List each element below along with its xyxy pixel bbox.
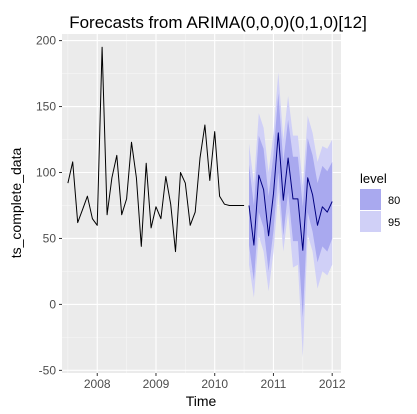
x-tick-label: 2012 bbox=[319, 377, 346, 391]
prediction-intervals bbox=[249, 72, 333, 358]
x-tick-label: 2010 bbox=[201, 377, 228, 391]
x-axis-title: Time bbox=[186, 393, 217, 409]
major-gridlines bbox=[62, 34, 341, 373]
x-axis: 2008 2009 2010 2011 2012 bbox=[84, 373, 346, 391]
x-tick-label: 2011 bbox=[261, 377, 287, 391]
x-tick-label: 2008 bbox=[84, 377, 111, 391]
legend-label-95: 95 bbox=[388, 217, 400, 229]
y-tick-label: -50 bbox=[39, 363, 57, 377]
series-lines bbox=[67, 46, 333, 253]
legend: level 80 95 bbox=[360, 171, 400, 232]
forecast-series-line bbox=[248, 132, 333, 251]
legend-key-95 bbox=[360, 211, 381, 232]
legend-key-80 bbox=[360, 189, 381, 210]
y-tick-label: 50 bbox=[43, 231, 57, 245]
observed-series-line bbox=[67, 46, 245, 253]
chart-title: Forecasts from ARIMA(0,0,0)(0,1,0)[12] bbox=[69, 13, 367, 32]
y-axis-title: ts_complete_data bbox=[8, 148, 24, 259]
legend-items: 80 95 bbox=[360, 189, 400, 232]
y-axis: -50 0 50 100 150 200 bbox=[36, 34, 62, 377]
y-tick-label: 150 bbox=[36, 100, 56, 114]
y-tick-label: 200 bbox=[36, 34, 56, 48]
x-tick-label: 2009 bbox=[143, 377, 170, 391]
legend-title: level bbox=[360, 171, 387, 186]
legend-label-80: 80 bbox=[388, 195, 400, 207]
y-tick-label: 0 bbox=[49, 297, 56, 311]
y-tick-label: 100 bbox=[36, 166, 56, 180]
interval-band-80 bbox=[249, 93, 333, 318]
